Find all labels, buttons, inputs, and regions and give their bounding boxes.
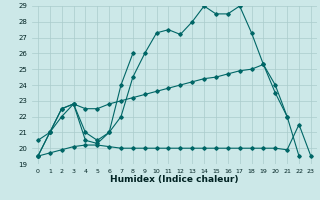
X-axis label: Humidex (Indice chaleur): Humidex (Indice chaleur) bbox=[110, 175, 239, 184]
